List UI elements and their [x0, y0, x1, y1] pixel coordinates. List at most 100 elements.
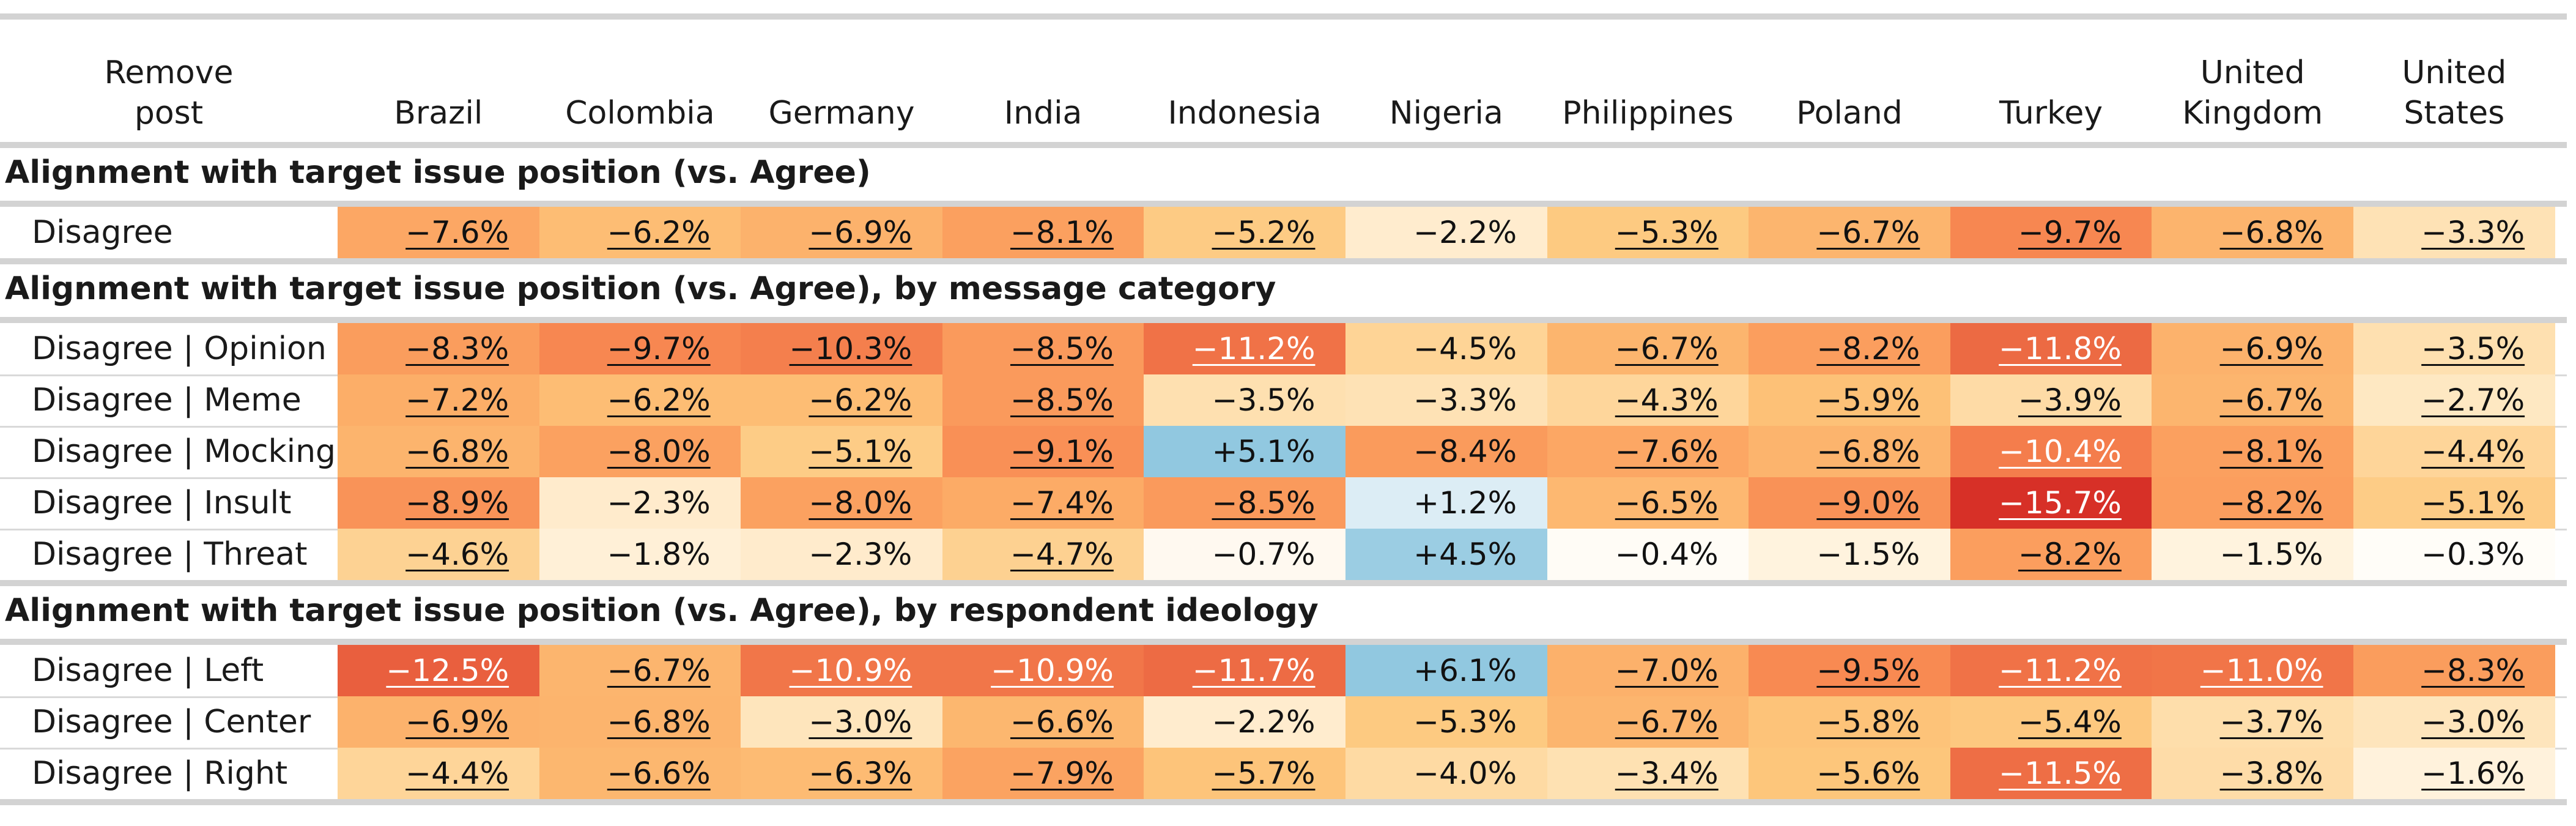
column-header: Germany	[768, 95, 915, 132]
column-header: Philippines	[1562, 95, 1734, 132]
heatmap-cell: −8.3%	[2353, 645, 2556, 696]
heatmap-cell: −4.0%	[1345, 748, 1548, 799]
row-label: Disagree | Threat	[32, 536, 308, 573]
heatmap-cell: −6.7%	[539, 645, 741, 696]
heatmap-cell: −8.9%	[338, 477, 540, 529]
heatmap-cell: −10.3%	[741, 323, 943, 374]
column-header: Indonesia	[1168, 95, 1322, 132]
heatmap-cell: −8.5%	[942, 374, 1144, 426]
heatmap-cell: −5.1%	[741, 426, 943, 477]
heatmap-cell: −7.6%	[338, 207, 540, 258]
heatmap-cell: −4.3%	[1547, 374, 1749, 426]
heatmap-cell: −1.5%	[2152, 529, 2354, 580]
heatmap-cell: −5.7%	[1144, 748, 1346, 799]
column-header: Poland	[1796, 95, 1903, 132]
heatmap-cell: −5.6%	[1749, 748, 1951, 799]
row-divider	[0, 201, 2567, 207]
heatmap-cell: −8.2%	[2152, 477, 2354, 529]
heatmap-cell: −8.1%	[2152, 426, 2354, 477]
heatmap-cell: −4.5%	[1345, 323, 1548, 374]
heatmap-cell: −3.4%	[1547, 748, 1749, 799]
heatmap-cell: −6.2%	[741, 374, 943, 426]
heatmap-cell: −5.4%	[1950, 696, 2152, 748]
heatmap-cell: −6.7%	[1547, 696, 1749, 748]
heatmap-cell: −7.6%	[1547, 426, 1749, 477]
heatmap-cell: −8.2%	[1749, 323, 1951, 374]
heatmap-cell: −0.4%	[1547, 529, 1749, 580]
row-label: Disagree | Insult	[32, 485, 292, 521]
heatmap-cell: −10.9%	[942, 645, 1144, 696]
heatmap-cell: +4.5%	[1345, 529, 1548, 580]
heatmap-cell: −15.7%	[1950, 477, 2152, 529]
column-header: Nigeria	[1389, 95, 1503, 132]
heatmap-cell: −3.0%	[741, 696, 943, 748]
heatmap-cell: −8.2%	[1950, 529, 2152, 580]
heatmap-cell: +5.1%	[1144, 426, 1346, 477]
heatmap-cell: −9.7%	[539, 323, 741, 374]
row-label: Disagree | Opinion	[32, 330, 327, 367]
heatmap-cell: −6.8%	[2152, 207, 2354, 258]
heatmap-cell: −6.6%	[539, 748, 741, 799]
heatmap-cell: −7.4%	[942, 477, 1144, 529]
heatmap-cell: −3.7%	[2152, 696, 2354, 748]
heatmap-cell: −9.0%	[1749, 477, 1951, 529]
heatmap-cell: −6.6%	[942, 696, 1144, 748]
heatmap-cell: −4.4%	[2353, 426, 2556, 477]
heatmap-cell: −7.9%	[942, 748, 1144, 799]
row-label: Disagree | Meme	[32, 382, 302, 419]
heatmap-cell: +1.2%	[1345, 477, 1548, 529]
heatmap-cell: −3.0%	[2353, 696, 2556, 748]
heatmap-cell: −0.3%	[2353, 529, 2556, 580]
heatmap-cell: −9.1%	[942, 426, 1144, 477]
heatmap-cell: −11.2%	[1950, 645, 2152, 696]
row-divider	[0, 142, 2567, 148]
row-label: Disagree | Center	[32, 704, 311, 740]
row-divider	[0, 580, 2567, 586]
heatmap-cell: −5.2%	[1144, 207, 1346, 258]
section-title: Alignment with target issue position (vs…	[5, 270, 1276, 307]
heatmap-cell: −8.5%	[1144, 477, 1346, 529]
column-header: Turkey	[1999, 95, 2103, 132]
column-header: Colombia	[565, 95, 715, 132]
heatmap-cell: −4.7%	[942, 529, 1144, 580]
row-label: Disagree | Right	[32, 755, 288, 792]
heatmap-cell: −10.9%	[741, 645, 943, 696]
row-label: Disagree | Left	[32, 652, 264, 689]
heatmap-cell: −6.8%	[338, 426, 540, 477]
row-divider	[0, 317, 2567, 323]
column-header: United Kingdom	[2182, 54, 2323, 132]
heatmap-cell: −11.8%	[1950, 323, 2152, 374]
heatmap-cell: −6.2%	[539, 207, 741, 258]
heatmap-cell: −10.4%	[1950, 426, 2152, 477]
column-header: India	[1004, 95, 1083, 132]
column-header: United States	[2402, 54, 2507, 132]
heatmap-cell: −2.3%	[539, 477, 741, 529]
corner-header-label: Remove post	[104, 54, 234, 132]
heatmap-cell: −6.7%	[1547, 323, 1749, 374]
heatmap-cell: −3.3%	[2353, 207, 2556, 258]
heatmap-cell: −6.2%	[539, 374, 741, 426]
heatmap-cell: −6.7%	[2152, 374, 2354, 426]
heatmap-cell: −11.5%	[1950, 748, 2152, 799]
heatmap-cell: −7.2%	[338, 374, 540, 426]
heatmap-cell: −8.3%	[338, 323, 540, 374]
heatmap-cell: −9.7%	[1950, 207, 2152, 258]
heatmap-cell: −3.9%	[1950, 374, 2152, 426]
heatmap-cell: −3.8%	[2152, 748, 2354, 799]
heatmap-cell: −11.0%	[2152, 645, 2354, 696]
heatmap-cell: −12.5%	[338, 645, 540, 696]
row-divider	[0, 258, 2567, 264]
heatmap-cell: −8.0%	[539, 426, 741, 477]
heatmap-cell: −8.0%	[741, 477, 943, 529]
heatmap-cell: −5.3%	[1345, 696, 1548, 748]
section-title: Alignment with target issue position (vs…	[5, 592, 1319, 629]
heatmap-cell: −11.7%	[1144, 645, 1346, 696]
heatmap-cell: −11.2%	[1144, 323, 1346, 374]
heatmap-cell: −5.3%	[1547, 207, 1749, 258]
column-header: Brazil	[394, 95, 483, 132]
heatmap-cell: −1.6%	[2353, 748, 2556, 799]
heatmap-cell: −6.5%	[1547, 477, 1749, 529]
heatmap-cell: +6.1%	[1345, 645, 1548, 696]
heatmap-cell: −8.1%	[942, 207, 1144, 258]
